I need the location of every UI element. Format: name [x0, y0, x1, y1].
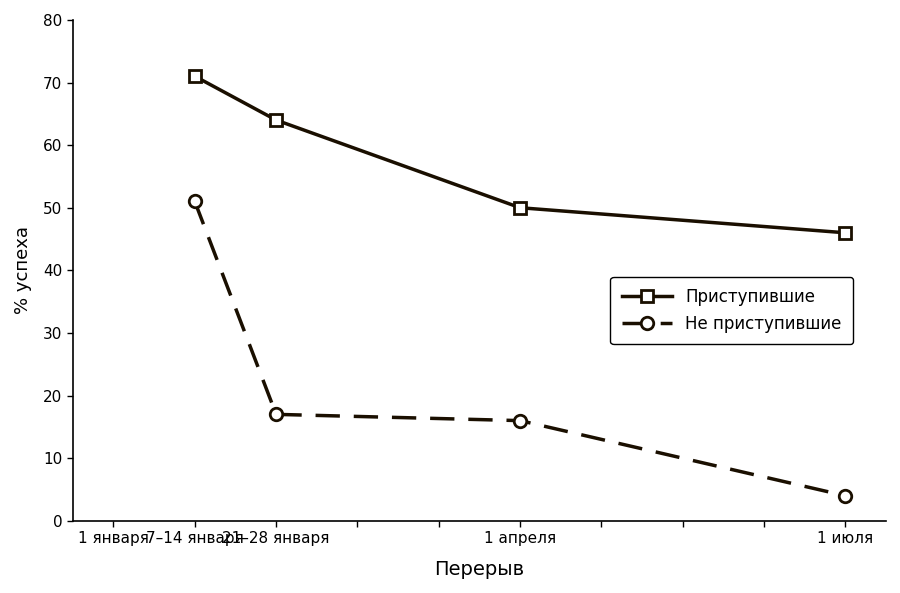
Y-axis label: % успеха: % успеха: [14, 227, 32, 314]
Line: Не приступившие: Не приступившие: [188, 195, 851, 502]
Не приступившие: [271, 411, 282, 418]
Не приступившие: [189, 198, 200, 205]
Не приступившие: [515, 417, 526, 424]
X-axis label: Перерыв: Перерыв: [435, 560, 525, 579]
Приступившие: [840, 229, 850, 237]
Legend: Приступившие, Не приступившие: Приступившие, Не приступившие: [610, 276, 853, 345]
Line: Приступившие: Приступившие: [188, 70, 851, 239]
Приступившие: [189, 73, 200, 80]
Приступившие: [515, 204, 526, 211]
Не приступившие: [840, 492, 850, 499]
Приступившие: [271, 116, 282, 123]
